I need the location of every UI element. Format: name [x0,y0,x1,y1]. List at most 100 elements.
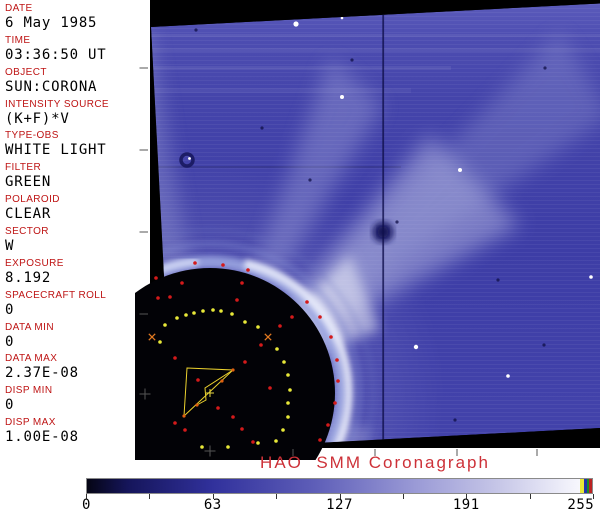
metadata-field: DISP MAX 1.00E-08 [5,417,147,445]
metadata-value: 0 [5,397,15,414]
colorbar-stripe-yellow [580,479,584,493]
star-points [293,16,593,378]
metadata-value: WHITE LIGHT [5,142,107,159]
polygon-vertex-dot [182,414,186,418]
metadata-sidebar: DATE 6 May 1985 TIME 03:36:50 UT OBJECT SUN:C… [5,0,147,456]
polygon-vertex-dot [231,368,235,372]
star-point [589,275,593,279]
red-fiducial-dot [326,423,330,427]
yellow-fiducial-dot [256,325,260,329]
red-fiducial-dot [216,406,220,410]
metadata-label: TIME [5,34,31,46]
red-fiducial-dot [329,335,333,339]
coronagraph-image[interactable] [135,0,600,460]
yellow-fiducial-dot [211,308,215,312]
colorbar-tick [212,494,214,499]
colorbar-stripe-red [589,479,592,493]
yellow-fiducial-dot [286,373,290,377]
colorbar [86,478,593,494]
colorbar-tick [593,494,594,499]
red-fiducial-dot [193,261,197,265]
red-fiducial-dot [168,295,172,299]
colorbar-stripe-green [587,479,589,493]
yellow-fiducial-dot [256,441,260,445]
metadata-field: EXPOSURE 8.192 [5,258,147,286]
star-point [340,16,344,20]
colorbar-label: 63 [203,497,222,512]
detector-line [382,4,385,441]
red-fiducial-dot [290,315,294,319]
image-axis-ticks [139,67,538,457]
colorbar-tick-marks [0,493,600,499]
metadata-field: SPACECRAFT ROLL 0 [5,290,147,318]
colorbar-label: 255 [567,497,595,512]
metadata-value: 1.00E-08 [5,429,79,446]
metadata-value: 03:36:50 UT [5,46,107,63]
red-fiducial-dot [259,343,263,347]
metadata-field: FILTER GREEN [5,162,147,190]
yellow-fiducial-dot [288,388,292,392]
metadata-label: DISP MIN [5,385,53,397]
dark-speck [260,126,264,130]
metadata-field: SECTOR W [5,226,147,254]
metadata-value: 0 [5,333,15,350]
colorbar-tick [402,494,404,499]
metadata-field: TYPE-OBS WHITE LIGHT [5,130,147,158]
red-fiducial-dot [305,300,309,304]
yellow-fiducial-dot [282,360,286,364]
yellow-fiducial-dot [230,312,234,316]
axis-plus-marker [139,388,151,400]
red-fiducial-dot [173,421,177,425]
metadata-label: DATA MIN [5,321,54,333]
yellow-fiducial-dot [281,428,285,432]
colorbar-tick [86,494,87,499]
yellow-fiducial-dot [219,309,223,313]
metadata-value: (K+F)*V [5,110,70,127]
colorbar-tick [529,494,531,499]
metadata-field: DATE 6 May 1985 [5,3,147,31]
star-point [458,168,462,172]
red-fiducial-dot [183,428,187,432]
orange-x-marker [264,333,272,341]
red-fiducial-dot [240,427,244,431]
metadata-field: DISP MIN 0 [5,385,147,413]
yellow-fiducial-dot [286,401,290,405]
metadata-value: 0 [5,301,15,318]
metadata-value: SUN:CORONA [5,78,98,95]
yellow-fiducial-dot [200,445,204,449]
yellow-fiducial-dot [243,320,247,324]
star-point [293,21,299,27]
red-fiducial-dot [246,268,250,272]
red-fiducial-dot [243,360,247,364]
colorbar-tick [149,494,151,499]
sun-center-marker [206,389,214,397]
yellow-fiducial-dot [163,323,167,327]
yellow-fiducial-dot [184,313,188,317]
metadata-label: DATE [5,3,33,14]
red-fiducial-dot [336,379,340,383]
yellow-fiducial-dot [274,439,278,443]
colorbar-tick [466,494,468,499]
red-fiducial-dot [333,401,337,405]
dark-speck [453,418,457,422]
metadata-label: DATA MAX [5,353,58,365]
axis-plus-marker [204,445,216,457]
metadata-field: OBJECT SUN:CORONA [5,67,147,95]
yellow-fiducial-dot [158,340,162,344]
polygon-notch [196,369,234,406]
orange-x-marker [148,333,156,341]
metadata-label: TYPE-OBS [5,130,59,142]
dark-speck [194,28,198,32]
sun-center-cross [206,389,214,397]
yellow-fiducial-dots [158,308,292,449]
red-fiducial-dot [180,281,184,285]
dark-speck [542,343,546,347]
yellow-fiducial-dot [286,415,290,419]
dark-speck [350,58,354,62]
dark-specks [194,28,547,422]
colorbar-label: 191 [452,497,480,512]
red-fiducial-dot [196,378,200,382]
yellow-fiducial-dot [226,445,230,449]
image-title: HAO SMM Coronagraph [260,453,490,472]
